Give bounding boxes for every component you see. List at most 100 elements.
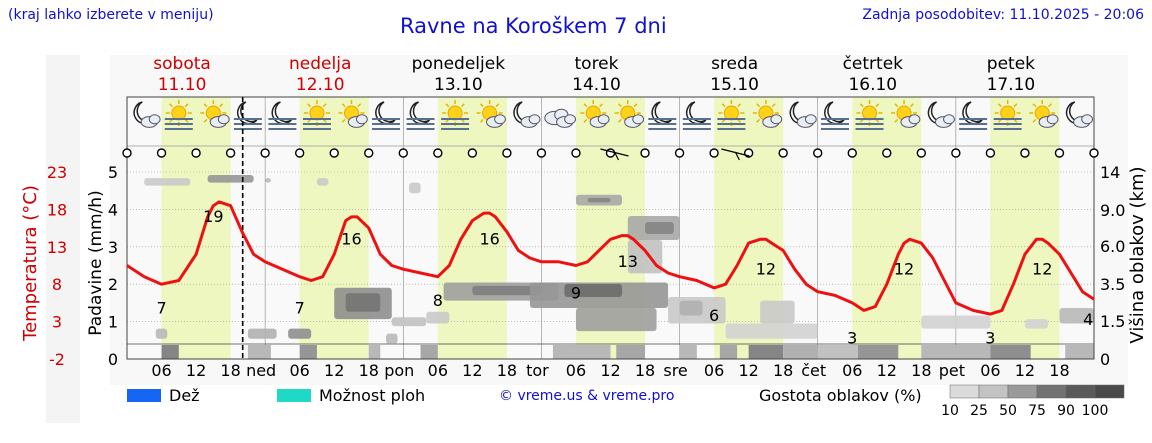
low-cloud-block (858, 345, 899, 359)
legend-density-swatch (1094, 384, 1125, 399)
wind-calm-marker (467, 148, 478, 158)
wind-calm-marker (156, 148, 167, 158)
x-tick-label: 18 (220, 361, 240, 380)
precip-tick-label: 2 (108, 275, 118, 294)
sun-fog-icon (993, 100, 1022, 130)
wind-calm-marker (1089, 148, 1099, 158)
precip-axis-title: Padavine (mm/h) (86, 190, 106, 335)
low-cloud-block (420, 345, 438, 359)
daylight-band (437, 97, 507, 359)
x-tick-label: 12 (600, 361, 620, 380)
x-tick-label: 12 (877, 361, 897, 380)
cloud-block (247, 328, 277, 339)
precip-tick-label: 4 (108, 200, 118, 219)
sun-fog-icon (441, 100, 470, 130)
low-cloud-block (161, 345, 179, 359)
wind-calm-marker (916, 148, 927, 158)
sun-cloud-icon (580, 100, 610, 128)
cloud-block (679, 300, 703, 316)
day-name: ponedeljek (412, 54, 506, 74)
day-date: 17.10 (987, 75, 1036, 95)
day-date: 13.10 (434, 75, 483, 95)
day-date: 12.10 (296, 75, 345, 95)
x-tick-label: 06 (566, 361, 586, 380)
chart-title: Ravne na Koroškem 7 dni (400, 14, 667, 38)
wind-calm-marker (709, 148, 719, 158)
sun-cloud-icon (752, 100, 783, 128)
cloud-block (265, 178, 271, 183)
x-tick-label: 18 (635, 361, 655, 380)
x-tick-label: 12 (186, 361, 206, 380)
moon-fog-icon (820, 101, 849, 130)
legend-storm-swatch (277, 389, 311, 402)
x-tick-label: 18 (359, 361, 379, 380)
wind-calm-marker (225, 148, 236, 158)
temp-value-label: 7 (156, 299, 166, 318)
cloud-block (391, 317, 427, 327)
sun-fog-icon (717, 100, 746, 130)
cloud-height-tick-label: 6.0 (1100, 237, 1125, 256)
x-tick-label: 06 (428, 361, 448, 380)
wind-calm-marker (122, 148, 132, 158)
cloud-block (575, 308, 657, 332)
day-date: 15.10 (710, 75, 759, 95)
low-cloud-block (921, 345, 991, 359)
left-axis-panel (46, 55, 80, 423)
temp-tick-label: 3 (52, 313, 62, 332)
low-cloud-block (552, 345, 611, 359)
x-tick-label: 06 (980, 361, 1000, 380)
precip-tick-label: 0 (108, 350, 118, 369)
cloud-height-tick-label: 9.0 (1100, 201, 1125, 220)
day-date: 14.10 (572, 75, 621, 95)
day-name: sreda (711, 54, 758, 74)
x-tick-label: 18 (497, 361, 517, 380)
low-cloud-block (748, 345, 784, 359)
x-tick-label: tor (526, 361, 549, 380)
temp-tick-label: 18 (47, 200, 67, 219)
credit-link[interactable]: © vreme.us & vreme.pro (499, 388, 675, 404)
x-tick-label: pet (939, 361, 965, 380)
temp-axis-title: Temperatura (°C) (20, 185, 41, 342)
region-hint[interactable]: (kraj lahko izberete v meniju) (8, 7, 214, 23)
x-tick-label: 12 (324, 361, 344, 380)
sun-fog-icon (302, 100, 331, 130)
sun-cloud-icon (891, 100, 921, 128)
last-updated: Zadnja posodobitev: 11.10.2025 - 20:06 (862, 7, 1144, 23)
sun-cloud-icon (614, 100, 645, 128)
wind-calm-marker (536, 148, 547, 158)
day-name: petek (987, 54, 1035, 74)
cloud-block (760, 300, 795, 324)
moon-fog-icon (682, 101, 711, 130)
moon-fog-icon (959, 101, 988, 130)
legend-density-tick: 25 (970, 403, 988, 419)
temp-value-label: 3 (847, 329, 857, 348)
wind-calm-marker (364, 148, 374, 158)
low-cloud-block (990, 345, 1031, 359)
temp-value-label: 9 (571, 284, 581, 303)
cloud-block (1059, 308, 1094, 324)
sun-cloud-icon (338, 100, 368, 128)
precip-tick-label: 1 (108, 313, 118, 332)
temp-value-label: 19 (203, 207, 223, 226)
daylight-band (299, 97, 369, 359)
moon-fog-icon (406, 101, 435, 130)
wind-calm-marker (985, 148, 996, 158)
low-cloud-block (679, 345, 697, 359)
temp-value-label: 4 (1083, 310, 1093, 329)
cloud-block (645, 222, 674, 234)
sun-cloud-icon (200, 100, 230, 128)
wind-calm-marker (847, 148, 857, 158)
x-tick-label: 06 (151, 361, 171, 380)
moon-fog-icon (268, 101, 297, 130)
x-tick-label: 06 (289, 361, 309, 380)
precip-tick-label: 5 (108, 163, 118, 182)
cloud-block (316, 178, 329, 186)
cloud-block (627, 240, 663, 274)
temp-value-label: 8 (433, 291, 443, 310)
precip-tick-label: 3 (108, 238, 118, 257)
day-name: torek (575, 54, 619, 74)
cloud-block (564, 284, 623, 297)
wind-calm-marker (329, 148, 339, 158)
temp-value-label: 6 (709, 306, 719, 325)
legend-density-tick: 10 (941, 403, 959, 419)
